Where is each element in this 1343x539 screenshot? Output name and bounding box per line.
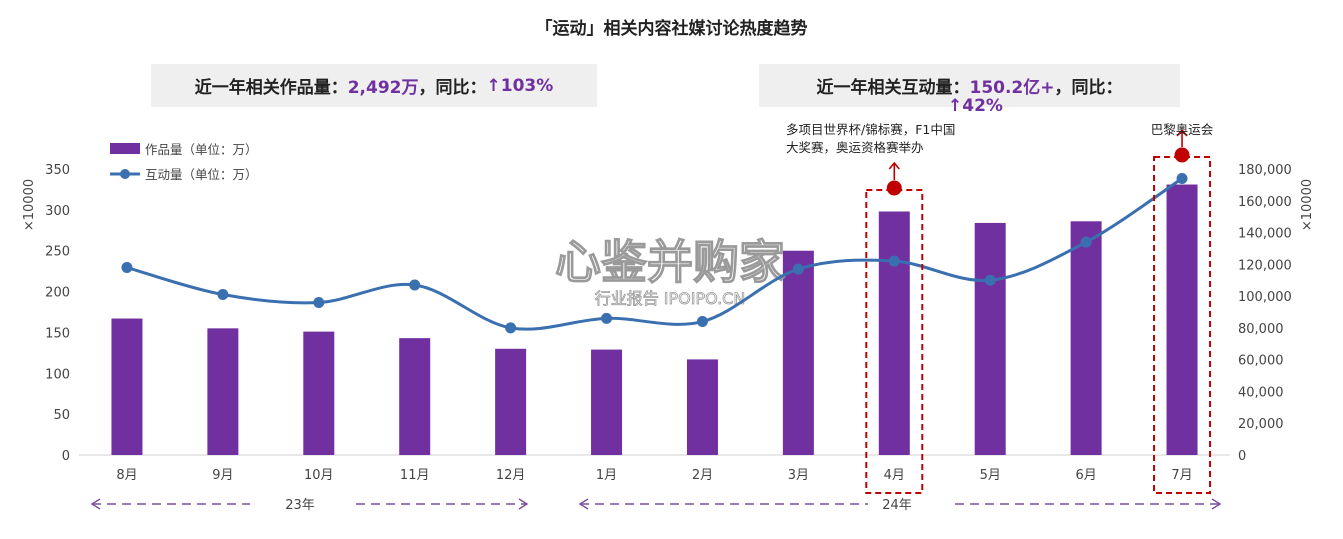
- y-left-tick-label: 100: [45, 367, 70, 382]
- line-point-7月: [1176, 173, 1188, 185]
- year-24-arrowhead-left: [578, 498, 589, 510]
- legend-line-label: 互动量（单位：万）: [145, 167, 258, 182]
- year-24-arrowhead-right: [1211, 498, 1222, 510]
- highlight-dot-4月: [886, 180, 902, 196]
- year-23-label: 23年: [285, 498, 315, 513]
- bar-12月: [495, 348, 527, 455]
- bar-10月: [303, 331, 335, 455]
- y-right-tick-label: 100,000: [1238, 290, 1292, 305]
- line-point-1月: [601, 312, 613, 324]
- y-right-tick-label: 160,000: [1238, 195, 1292, 210]
- legend-bar-label: 作品量（单位：万）: [145, 142, 258, 157]
- highlight-dot-7月: [1174, 147, 1190, 163]
- line-point-12月: [505, 322, 517, 334]
- y-right-tick-label: 60,000: [1238, 354, 1284, 369]
- line-point-2月: [696, 316, 708, 328]
- y-left-tick-label: 300: [45, 204, 70, 219]
- stat-interactions-value: 150.2亿+: [969, 78, 1055, 98]
- y-left-tick-label: 200: [45, 286, 70, 301]
- y-left-tick-label: 50: [53, 408, 70, 423]
- x-tick-label: 2月: [692, 468, 713, 483]
- bar-8月: [111, 318, 143, 455]
- line-point-4月: [888, 255, 900, 267]
- y-left-tick-label: 0: [62, 449, 70, 464]
- highlight-box-7月: [1153, 156, 1212, 494]
- line-point-10月: [313, 296, 325, 308]
- y-left-tick-label: 250: [45, 245, 70, 260]
- stat-works-mid: ，同比：: [418, 78, 487, 98]
- x-tick-label: 4月: [884, 468, 905, 483]
- y-right-tick-label: 20,000: [1238, 417, 1284, 432]
- watermark-sub: 行业报告 IPOIPO.CN: [595, 289, 746, 308]
- bar-2月: [686, 359, 718, 455]
- y-right-tick-label: 180,000: [1238, 163, 1292, 178]
- annotation-4-line1: 多项目世界杯/锦标赛，F1中国: [786, 122, 955, 137]
- line-point-6月: [1080, 236, 1092, 248]
- stat-interactions-mid: ，同比：: [1054, 78, 1123, 98]
- x-tick-label: 12月: [496, 468, 526, 483]
- legend-line-marker: [120, 169, 130, 179]
- bar-11月: [399, 338, 431, 455]
- year-23-arrowhead-left: [90, 498, 101, 510]
- line-point-11月: [409, 279, 421, 291]
- bar-7月: [1166, 184, 1198, 456]
- x-tick-label: 11月: [400, 468, 430, 483]
- x-tick-label: 9月: [212, 468, 233, 483]
- x-tick-label: 1月: [596, 468, 617, 483]
- bar-4月: [878, 211, 910, 455]
- stat-works-prefix: 近一年相关作品量：: [194, 78, 348, 98]
- year-24-label: 24年: [882, 498, 912, 513]
- x-tick-label: 5月: [980, 468, 1001, 483]
- stat-interactions-change: ↑42%: [948, 96, 1003, 116]
- line-point-3月: [792, 263, 804, 275]
- y-right-tick-label: 140,000: [1238, 227, 1292, 242]
- watermark-main: 心鉴并购家: [555, 235, 785, 289]
- stat-box-interactions: 近一年相关互动量： 150.2亿+ ，同比：: [759, 64, 1180, 107]
- highlight-arrow-7月: [1176, 128, 1188, 147]
- y-left-tick-label: 150: [45, 326, 70, 341]
- x-tick-label: 3月: [788, 468, 809, 483]
- y-right-tick-label: 40,000: [1238, 385, 1284, 400]
- bar-1月: [591, 349, 623, 455]
- x-tick-label: 10月: [304, 468, 334, 483]
- line-point-5月: [984, 274, 996, 286]
- line-point-8月: [121, 262, 133, 274]
- y-right-axis-label: ×10000: [1300, 179, 1315, 231]
- highlight-arrow-4月: [888, 161, 900, 180]
- annotation-4-line2: 大奖赛，奥运资格赛举办: [786, 140, 924, 155]
- bar-9月: [207, 328, 239, 455]
- y-left-axis-label: ×10000: [22, 179, 37, 231]
- bar-3月: [782, 250, 814, 455]
- x-tick-label: 8月: [116, 468, 137, 483]
- bar-6月: [1070, 221, 1102, 455]
- stat-works-value: 2,492万: [347, 78, 419, 98]
- chart-title: 「运动」相关内容社媒讨论热度趋势: [535, 19, 808, 39]
- stat-box-works: 近一年相关作品量： 2,492万 ，同比： ↑103%: [151, 64, 597, 107]
- year-23-arrowhead-right: [518, 498, 529, 510]
- stat-interactions-prefix: 近一年相关互动量：: [816, 78, 970, 98]
- y-right-tick-label: 120,000: [1238, 258, 1292, 273]
- legend-bar-swatch: [110, 143, 140, 154]
- line-point-9月: [217, 289, 229, 301]
- stat-works-change: ↑103%: [486, 75, 554, 96]
- y-right-tick-label: 0: [1238, 449, 1246, 464]
- x-tick-label: 7月: [1171, 468, 1192, 483]
- bar-5月: [974, 222, 1006, 455]
- y-left-tick-label: 350: [45, 163, 70, 178]
- annotation-7-line1: 巴黎奥运会: [1151, 122, 1214, 137]
- y-right-tick-label: 80,000: [1238, 322, 1284, 337]
- x-tick-label: 6月: [1075, 468, 1096, 483]
